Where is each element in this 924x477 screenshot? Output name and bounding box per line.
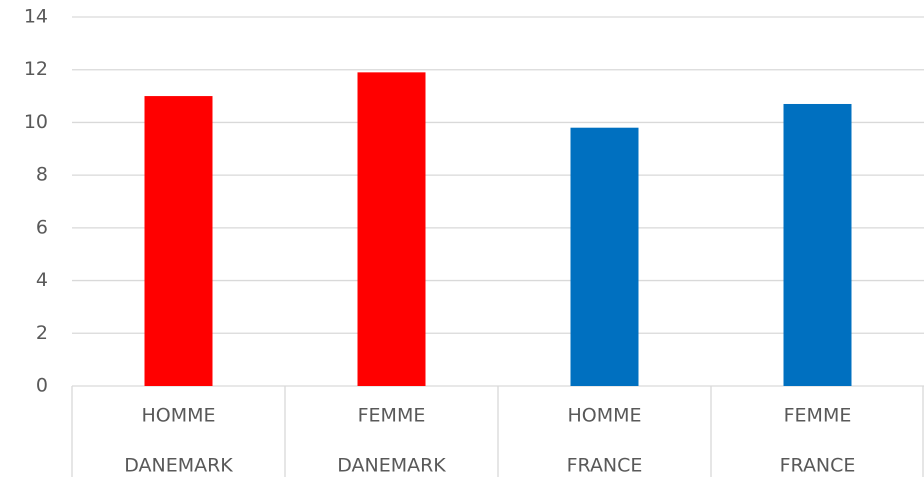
- bar: [783, 103, 852, 386]
- x-tick-label: HOMME: [567, 405, 641, 427]
- bar: [144, 96, 213, 387]
- y-tick-label: 4: [36, 269, 48, 291]
- x-tick-label: FRANCE: [567, 455, 643, 477]
- y-tick-label: 0: [36, 375, 48, 397]
- bar: [570, 127, 639, 386]
- y-tick-label: 2: [36, 322, 48, 344]
- y-tick-label: 8: [36, 164, 48, 186]
- y-tick-label: 12: [24, 58, 48, 80]
- x-tick-label: FEMME: [358, 405, 426, 427]
- x-tick-label: HOMME: [141, 405, 215, 427]
- y-tick-label: 14: [24, 6, 48, 28]
- y-tick-label: 10: [24, 111, 48, 133]
- x-tick-label: FEMME: [784, 405, 852, 427]
- x-tick-label: DANEMARK: [337, 455, 446, 477]
- bar: [357, 72, 426, 386]
- y-tick-label: 6: [36, 216, 48, 238]
- x-tick-label: FRANCE: [780, 455, 856, 477]
- x-tick-label: DANEMARK: [124, 455, 233, 477]
